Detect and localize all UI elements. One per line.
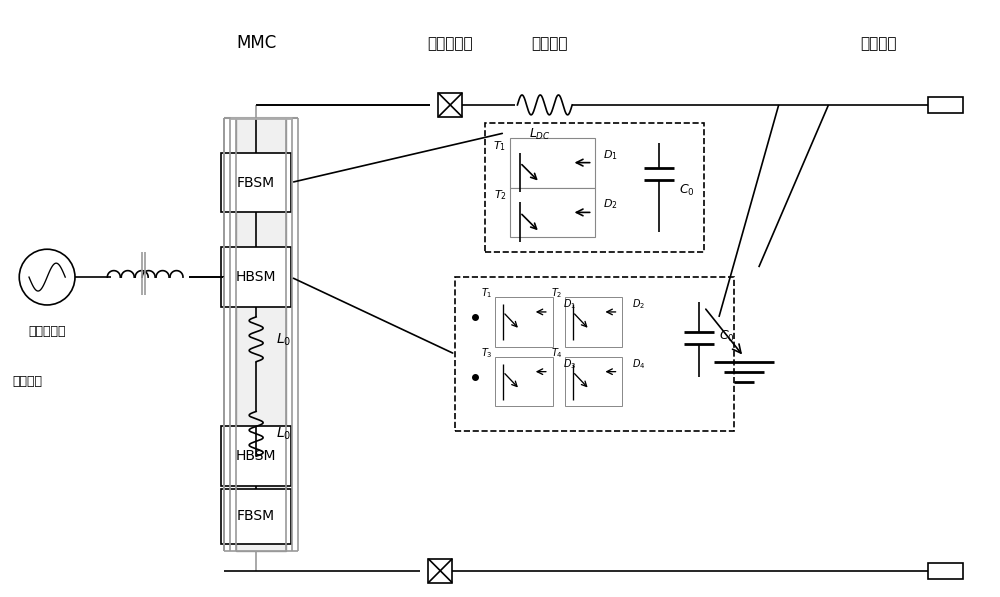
Bar	[510, 138, 595, 187]
Text: 限流电感: 限流电感	[532, 36, 568, 51]
Text: $L_0$: $L_0$	[276, 426, 291, 442]
Text: $T_4$: $T_4$	[551, 346, 563, 360]
Bar	[221, 153, 291, 213]
Text: FBSM: FBSM	[237, 509, 275, 524]
Bar	[565, 357, 622, 407]
Bar	[495, 357, 553, 407]
Text: $T_2$: $T_2$	[551, 286, 562, 300]
Text: $T_3$: $T_3$	[481, 346, 493, 360]
Text: $L_0$: $L_0$	[276, 331, 291, 347]
Bar	[221, 247, 291, 307]
Text: $D_2$: $D_2$	[603, 198, 617, 211]
Bar	[438, 93, 462, 117]
Text: FBSM: FBSM	[237, 176, 275, 189]
Text: MMC: MMC	[236, 34, 276, 52]
Text: $L_{DC}$: $L_{DC}$	[529, 127, 551, 142]
Text: $D_4$: $D_4$	[632, 357, 646, 371]
FancyBboxPatch shape	[455, 277, 734, 432]
Bar	[221, 489, 291, 544]
Bar	[428, 559, 452, 583]
Bar	[565, 297, 622, 347]
Text: $C_0$: $C_0$	[679, 183, 695, 198]
Text: $T_1$: $T_1$	[493, 139, 507, 153]
Text: HBSM: HBSM	[236, 270, 276, 284]
Bar	[510, 187, 595, 237]
Text: 交流电网: 交流电网	[12, 375, 42, 388]
Text: $D_1$: $D_1$	[563, 297, 576, 311]
Bar	[928, 563, 963, 578]
Text: $T_1$: $T_1$	[481, 286, 493, 300]
Bar	[221, 426, 291, 486]
Text: 直流线路: 直流线路	[860, 36, 896, 51]
Text: 直流断路器: 直流断路器	[427, 36, 473, 51]
Text: $C_0$: $C_0$	[719, 330, 735, 344]
Text: $D_2$: $D_2$	[632, 297, 645, 311]
Bar	[495, 297, 553, 347]
FancyBboxPatch shape	[485, 123, 704, 252]
Text: HBSM: HBSM	[236, 450, 276, 463]
Bar	[928, 97, 963, 113]
Text: $D_1$: $D_1$	[603, 148, 617, 162]
Text: $T_2$: $T_2$	[494, 189, 506, 202]
Bar	[236, 118, 286, 551]
Text: $D_3$: $D_3$	[563, 357, 576, 371]
Circle shape	[19, 249, 75, 305]
Text: 交流变压器: 交流变压器	[28, 325, 66, 338]
